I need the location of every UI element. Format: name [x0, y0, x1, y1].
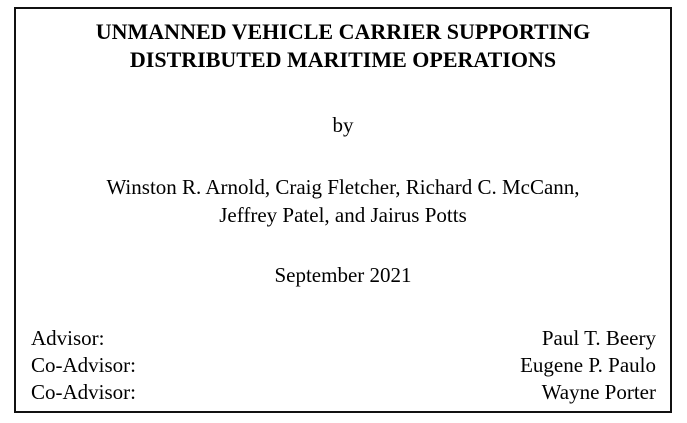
- authors-line-2: Jeffrey Patel, and Jairus Potts: [219, 203, 467, 227]
- title-page-frame: UNMANNED VEHICLE CARRIER SUPPORTING DIST…: [14, 7, 672, 413]
- advisor-row: Advisor: Paul T. Beery: [31, 325, 656, 352]
- title-line-1: UNMANNED VEHICLE CARRIER SUPPORTING: [95, 19, 591, 44]
- advisor-role: Co-Advisor:: [31, 353, 136, 377]
- title-line-2: DISTRIBUTED MARITIME OPERATIONS: [129, 47, 557, 72]
- date: September 2021: [274, 263, 412, 287]
- co-advisor-row: Co-Advisor: Eugene P. Paulo: [31, 352, 656, 379]
- advisor-role: Co-Advisor:: [31, 380, 136, 404]
- by-label: by: [332, 113, 354, 137]
- co-advisor-row: Co-Advisor: Wayne Porter: [31, 379, 656, 406]
- advisor-name: Wayne Porter: [541, 380, 656, 404]
- advisor-name: Paul T. Beery: [541, 326, 656, 350]
- authors-line-1: Winston R. Arnold, Craig Fletcher, Richa…: [106, 175, 580, 199]
- advisor-role: Advisor:: [31, 326, 105, 350]
- advisor-name: Eugene P. Paulo: [520, 353, 656, 377]
